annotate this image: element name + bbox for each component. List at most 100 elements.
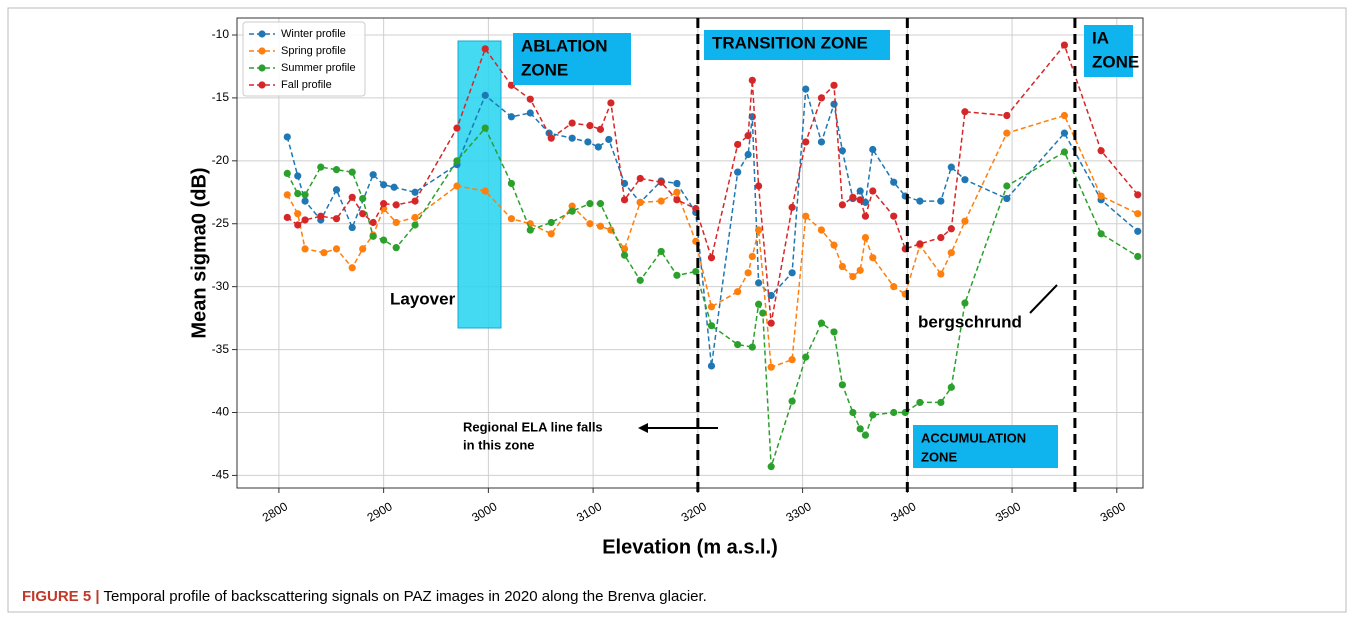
- accumulation-box: [913, 425, 1058, 468]
- y-tick-label: -35: [212, 342, 230, 356]
- legend-label: Fall profile: [281, 79, 332, 91]
- data-point: [1003, 194, 1011, 203]
- y-tick-label: -25: [212, 216, 230, 230]
- data-point: [317, 212, 325, 220]
- data-point: [481, 124, 489, 132]
- data-point: [596, 200, 605, 208]
- data-point: [744, 150, 752, 159]
- data-point: [1060, 148, 1069, 156]
- data-point: [596, 222, 605, 230]
- legend-marker: [258, 64, 266, 72]
- data-point: [869, 145, 877, 154]
- data-point: [707, 303, 716, 311]
- data-point: [294, 221, 302, 229]
- data-point: [380, 236, 388, 244]
- data-point: [817, 226, 826, 234]
- data-point: [359, 194, 367, 203]
- data-point: [830, 241, 838, 249]
- data-point: [320, 249, 328, 257]
- data-point: [759, 309, 767, 317]
- data-point: [301, 245, 309, 253]
- data-point: [748, 252, 756, 261]
- data-point: [947, 225, 955, 233]
- data-point: [817, 319, 826, 327]
- data-point: [817, 94, 826, 102]
- data-point: [380, 181, 388, 189]
- data-point: [830, 81, 838, 89]
- plot-frame: [236, 17, 1144, 489]
- data-point: [707, 362, 716, 370]
- data-point: [568, 134, 576, 142]
- data-point: [620, 251, 629, 259]
- data-point: [788, 203, 796, 211]
- data-point: [547, 218, 555, 227]
- data-point: [332, 245, 341, 253]
- data-point: [788, 397, 796, 405]
- data-point: [369, 232, 377, 240]
- data-point: [856, 266, 864, 274]
- data-point: [507, 113, 516, 121]
- data-point: [838, 262, 846, 271]
- y-tick-label: -10: [212, 27, 230, 41]
- data-point: [359, 210, 367, 218]
- data-point: [586, 220, 594, 228]
- data-point: [657, 197, 665, 205]
- data-point: [411, 221, 419, 229]
- data-point: [788, 356, 796, 364]
- y-tick-label: -30: [212, 279, 230, 293]
- data-point: [1134, 191, 1142, 199]
- data-point: [584, 138, 592, 146]
- legend-marker: [258, 47, 266, 55]
- data-point: [369, 171, 377, 179]
- y-tick-label: -40: [212, 405, 230, 419]
- data-point: [830, 328, 838, 336]
- data-point: [890, 283, 898, 291]
- data-point: [748, 343, 756, 351]
- data-point: [744, 132, 752, 140]
- data-point: [947, 383, 955, 391]
- data-point: [636, 276, 644, 284]
- data-point: [453, 182, 461, 190]
- data-point: [856, 187, 864, 195]
- data-point: [392, 218, 400, 227]
- data-point: [1060, 129, 1069, 137]
- data-point: [961, 176, 969, 184]
- data-point: [673, 188, 681, 196]
- data-point: [755, 300, 763, 308]
- data-point: [301, 197, 309, 205]
- data-point: [607, 226, 615, 234]
- data-point: [755, 226, 763, 234]
- data-point: [348, 168, 356, 176]
- data-point: [526, 226, 534, 234]
- data-point: [392, 244, 400, 252]
- data-point: [594, 143, 602, 151]
- data-point: [1097, 230, 1105, 238]
- data-point: [332, 186, 341, 194]
- y-tick-label: -45: [212, 468, 230, 482]
- data-point: [283, 169, 291, 178]
- caption: FIGURE 5 | Temporal profile of backscatt…: [22, 588, 707, 605]
- data-point: [961, 299, 969, 307]
- ela-label: in this zone: [463, 437, 535, 452]
- data-point: [283, 191, 291, 199]
- ia-label: ZONE: [1092, 52, 1139, 71]
- data-point: [890, 178, 898, 186]
- data-point: [947, 163, 955, 171]
- data-point: [707, 254, 716, 262]
- y-tick-label: -15: [212, 90, 230, 104]
- data-point: [1134, 210, 1142, 218]
- data-point: [734, 140, 742, 149]
- bergschrund-pointer: [1029, 284, 1058, 314]
- data-point: [937, 197, 945, 205]
- legend-marker: [258, 30, 266, 38]
- transition-box: [704, 30, 890, 60]
- data-point: [607, 99, 615, 107]
- data-point: [596, 125, 605, 133]
- data-point: [947, 249, 955, 257]
- data-point: [283, 213, 291, 222]
- data-point: [359, 245, 367, 253]
- data-point: [636, 174, 644, 183]
- legend: Winter profile Spring profile Summer profi…: [242, 21, 366, 97]
- ablation-box: [513, 33, 631, 85]
